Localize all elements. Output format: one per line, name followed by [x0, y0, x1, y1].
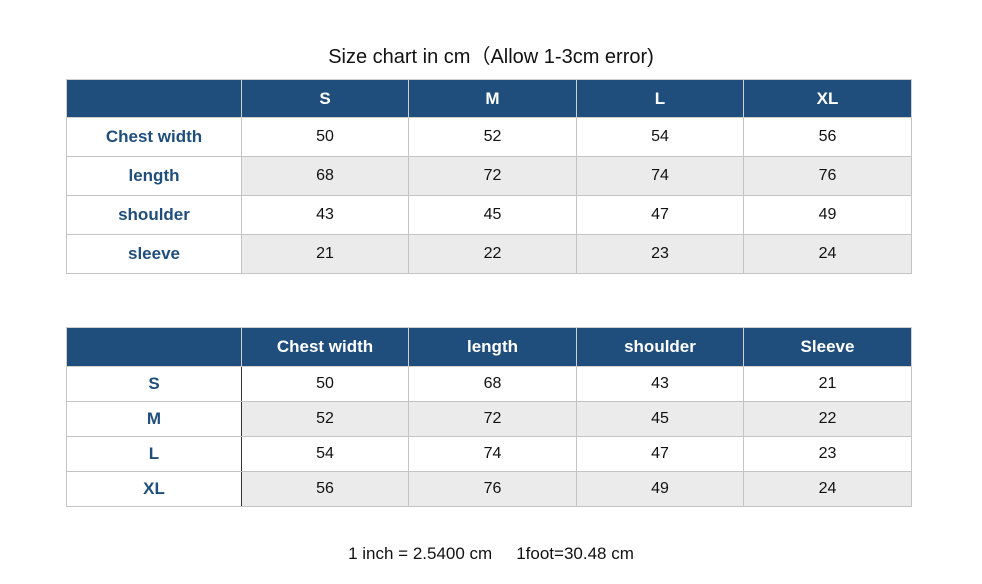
table-cell: 54 [241, 436, 409, 472]
column-header: L [576, 79, 744, 118]
table-cell: 56 [241, 471, 409, 507]
column-header: XL [743, 79, 912, 118]
inch-conversion: 1 inch = 2.5400 cm [348, 544, 493, 563]
table-row: shoulder 43 45 47 49 [66, 195, 912, 235]
row-label: length [66, 156, 242, 196]
table-cell: 56 [743, 117, 912, 157]
table-cell: 74 [576, 156, 744, 196]
column-header: shoulder [576, 327, 744, 367]
row-label: M [66, 401, 242, 437]
table-cell: 24 [743, 234, 912, 274]
column-header: length [408, 327, 577, 367]
row-label: L [66, 436, 242, 472]
table-cell: 45 [576, 401, 744, 437]
table-row: XL 56 76 49 24 [66, 471, 912, 507]
table-cell: 43 [576, 366, 744, 402]
table-cell: 74 [408, 436, 577, 472]
row-label: sleeve [66, 234, 242, 274]
table-cell: 21 [743, 366, 912, 402]
table-cell: 52 [408, 117, 577, 157]
row-label: shoulder [66, 195, 242, 235]
table-cell: 68 [408, 366, 577, 402]
table-cell: 23 [743, 436, 912, 472]
table-cell: 23 [576, 234, 744, 274]
size-table-by-measurement: Chest width length shoulder Sleeve S 50 68 43 21… [66, 327, 912, 507]
table-cell: 68 [241, 156, 409, 196]
table-cell: 54 [576, 117, 744, 157]
table-cell: 47 [576, 195, 744, 235]
table-cell: 72 [408, 156, 577, 196]
row-label: Chest width [66, 117, 242, 157]
conversion-note: 1 inch = 2.5400 cm 1foot=30.48 cm [0, 544, 982, 564]
size-table-by-size: S M L XL Chest width 50 52 54 56 length 68 72 74 76 sh… [66, 79, 912, 274]
row-label: S [66, 366, 242, 402]
table-cell: 52 [241, 401, 409, 437]
table-row: M 52 72 45 22 [66, 401, 912, 437]
column-header [66, 79, 242, 118]
column-header: Chest width [241, 327, 409, 367]
header-row: Chest width length shoulder Sleeve [66, 327, 912, 367]
row-label: XL [66, 471, 242, 507]
table-row: length 68 72 74 76 [66, 156, 912, 196]
table-row: Chest width 50 52 54 56 [66, 117, 912, 157]
column-header: M [408, 79, 577, 118]
table-cell: 43 [241, 195, 409, 235]
column-header: Sleeve [743, 327, 912, 367]
table-cell: 47 [576, 436, 744, 472]
chart-title: Size chart in cm（Allow 1-3cm error) [328, 46, 654, 68]
table-cell: 21 [241, 234, 409, 274]
table-row: L 54 74 47 23 [66, 436, 912, 472]
table-cell: 24 [743, 471, 912, 507]
table-cell: 45 [408, 195, 577, 235]
table-cell: 50 [241, 117, 409, 157]
foot-conversion: 1foot=30.48 cm [516, 544, 634, 563]
table-cell: 22 [408, 234, 577, 274]
table-row: sleeve 21 22 23 24 [66, 234, 912, 274]
header-row: S M L XL [66, 79, 912, 118]
table-cell: 49 [576, 471, 744, 507]
column-header [66, 327, 242, 367]
table-cell: 22 [743, 401, 912, 437]
table-cell: 50 [241, 366, 409, 402]
table-cell: 72 [408, 401, 577, 437]
table-row: S 50 68 43 21 [66, 366, 912, 402]
table-cell: 76 [408, 471, 577, 507]
table-cell: 49 [743, 195, 912, 235]
table-cell: 76 [743, 156, 912, 196]
column-header: S [241, 79, 409, 118]
